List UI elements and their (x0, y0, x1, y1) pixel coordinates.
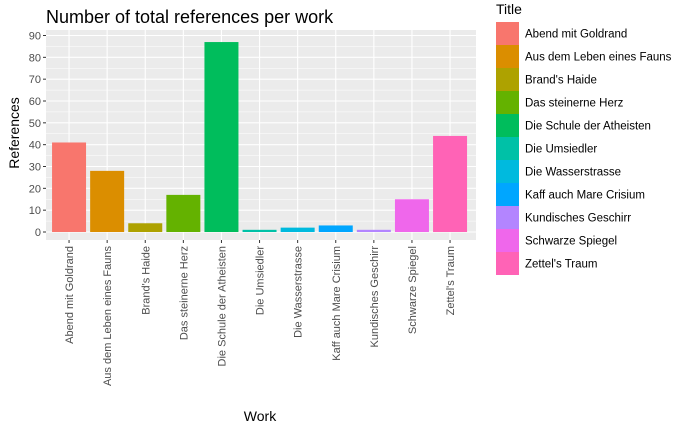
x-tick-label: Zettel's Traum (445, 246, 457, 315)
legend-key-das-steinerne-herz (496, 91, 519, 114)
legend-label-schwarze-spiegel: Schwarze Spiegel (525, 236, 617, 248)
y-axis: 0 10 20 30 40 50 60 70 80 90 (29, 31, 46, 239)
legend-key-schwarze-spiegel (496, 229, 519, 252)
x-tick-label: Die Schule der Atheisten (216, 246, 228, 366)
legend-key-zettel-s-traum (496, 252, 519, 275)
x-axis-title: Work (244, 408, 277, 424)
bar-brand-s-haide (128, 223, 163, 232)
y-tick-label: 30 (29, 162, 41, 174)
x-tick-label: Die Wasserstrasse (293, 246, 305, 338)
y-tick-label: 0 (35, 227, 41, 239)
x-tick-label: Die Umsiedler (255, 246, 267, 315)
legend-key-kundisches-geschirr (496, 206, 519, 229)
y-tick-label: 80 (29, 52, 41, 64)
bar-das-steinerne-herz (166, 194, 201, 232)
legend-key-die-umsiedler (496, 137, 519, 160)
legend-label-aus-dem-leben-eines-fauns: Aus dem Leben eines Fauns (525, 52, 672, 64)
y-tick-label: 40 (29, 140, 41, 152)
legend-key-aus-dem-leben-eines-fauns (496, 45, 519, 68)
legend-key-die-schule-der-atheisten (496, 114, 519, 137)
bar-die-schule-der-atheisten (204, 42, 239, 232)
legend-label-brand-s-haide: Brand's Haide (525, 75, 597, 87)
x-tick-label: Abend mit Goldrand (64, 246, 76, 344)
legend-label-die-wasserstrasse: Die Wasserstrasse (525, 167, 621, 179)
bar-die-umsiedler (242, 229, 277, 232)
bar-kundisches-geschirr (356, 229, 391, 232)
y-tick-label: 70 (29, 74, 41, 86)
legend-key-die-wasserstrasse (496, 160, 519, 183)
chart-title: Number of total references per work (46, 7, 334, 27)
legend-label-kaff-auch-mare-crisium: Kaff auch Mare Crisium (525, 190, 645, 202)
legend-label-zettel-s-traum: Zettel's Traum (525, 259, 598, 271)
y-tick-label: 10 (29, 205, 41, 217)
legend-label-die-schule-der-atheisten: Die Schule der Atheisten (525, 121, 651, 133)
legend-title: Title (496, 1, 522, 17)
x-tick-label: Kaff auch Mare Crisium (331, 246, 343, 361)
legend-label-kundisches-geschirr: Kundisches Geschirr (525, 213, 631, 225)
bar-kaff-auch-mare-crisium (318, 225, 353, 232)
legend-key-brand-s-haide (496, 68, 519, 91)
y-tick-label: 90 (29, 31, 41, 43)
bars (52, 42, 468, 232)
bar-die-wasserstrasse (280, 227, 315, 232)
x-axis: Abend mit Goldrand Aus dem Leben eines Fa… (64, 240, 457, 386)
y-tick-label: 60 (29, 96, 41, 108)
x-tick-label: Brand's Haide (140, 246, 152, 315)
legend-key-abend-mit-goldrand (496, 22, 519, 45)
x-tick-label: Schwarze Spiegel (407, 246, 419, 334)
x-tick-label: Kundisches Geschirr (369, 246, 381, 348)
bar-schwarze-spiegel (394, 199, 429, 232)
y-tick-label: 20 (29, 183, 41, 195)
bar-abend-mit-goldrand (52, 142, 87, 232)
legend: Title Abend mit Goldrand Aus dem Leben ei… (496, 1, 672, 275)
bar-zettel-s-traum (433, 135, 468, 232)
legend-label-das-steinerne-herz: Das steinerne Herz (525, 98, 624, 110)
legend-label-die-umsiedler: Die Umsiedler (525, 144, 597, 156)
y-axis-title: References (6, 97, 22, 169)
y-tick-label: 50 (29, 118, 41, 130)
legend-label-abend-mit-goldrand: Abend mit Goldrand (525, 29, 627, 41)
x-tick-label: Das steinerne Herz (178, 246, 190, 340)
x-tick-label: Aus dem Leben eines Fauns (102, 246, 114, 387)
legend-key-kaff-auch-mare-crisium (496, 183, 519, 206)
bar-aus-dem-leben-eines-fauns (90, 170, 125, 232)
